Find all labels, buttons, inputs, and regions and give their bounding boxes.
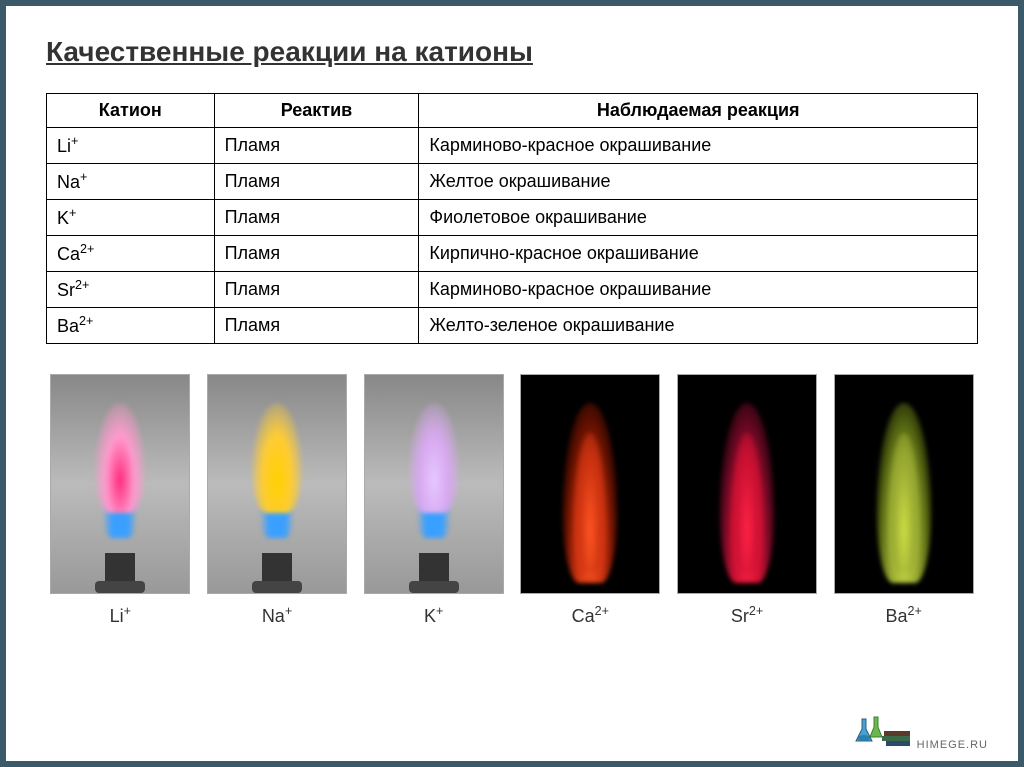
flame-box: K+ — [359, 374, 508, 627]
table-row: Sr2+ Пламя Карминово-красное окрашивание — [47, 272, 978, 308]
cell-reaction: Карминово-красное окрашивание — [419, 128, 978, 164]
cell-cation: Li+ — [47, 128, 215, 164]
col-reaction: Наблюдаемая реакция — [419, 94, 978, 128]
flame-box: Na+ — [203, 374, 352, 627]
cell-reagent: Пламя — [214, 164, 419, 200]
flame-label: Li+ — [110, 604, 131, 627]
col-cation: Катион — [47, 94, 215, 128]
cell-reaction: Желтое окрашивание — [419, 164, 978, 200]
flame-label: K+ — [424, 604, 443, 627]
flame-image — [834, 374, 974, 594]
cell-reaction: Карминово-красное окрашивание — [419, 272, 978, 308]
cell-reagent: Пламя — [214, 308, 419, 344]
flame-box: Li+ — [46, 374, 195, 627]
flame-label: Ba2+ — [886, 604, 922, 627]
cell-reagent: Пламя — [214, 200, 419, 236]
cell-reaction: Фиолетовое окрашивание — [419, 200, 978, 236]
cell-reagent: Пламя — [214, 272, 419, 308]
cell-cation: Ba2+ — [47, 308, 215, 344]
flame-image — [677, 374, 817, 594]
cell-reagent: Пламя — [214, 236, 419, 272]
flask-books-icon — [852, 711, 912, 751]
footer-text: HIMEGE.RU — [917, 739, 988, 751]
flame-image — [520, 374, 660, 594]
table-row: Ba2+ Пламя Желто-зеленое окрашивание — [47, 308, 978, 344]
table-row: Li+ Пламя Карминово-красное окрашивание — [47, 128, 978, 164]
flame-image — [207, 374, 347, 594]
cell-cation: K+ — [47, 200, 215, 236]
flame-box: Sr2+ — [673, 374, 822, 627]
flames-row: Li+ Na+ K+ Ca2+ Sr2+ Ba2+ — [46, 374, 978, 627]
reactions-table: Катион Реактив Наблюдаемая реакция Li+ П… — [46, 93, 978, 344]
table-row: K+ Пламя Фиолетовое окрашивание — [47, 200, 978, 236]
table-row: Na+ Пламя Желтое окрашивание — [47, 164, 978, 200]
flame-label: Sr2+ — [731, 604, 763, 627]
cell-reaction: Желто-зеленое окрашивание — [419, 308, 978, 344]
cell-cation: Na+ — [47, 164, 215, 200]
page-title: Качественные реакции на катионы — [46, 36, 978, 68]
cell-cation: Ca2+ — [47, 236, 215, 272]
cell-cation: Sr2+ — [47, 272, 215, 308]
flame-image — [50, 374, 190, 594]
flame-image — [364, 374, 504, 594]
table-row: Ca2+ Пламя Кирпично-красное окрашивание — [47, 236, 978, 272]
flame-label: Ca2+ — [572, 604, 609, 627]
cell-reaction: Кирпично-красное окрашивание — [419, 236, 978, 272]
col-reagent: Реактив — [214, 94, 419, 128]
cell-reagent: Пламя — [214, 128, 419, 164]
flame-box: Ba2+ — [829, 374, 978, 627]
flame-box: Ca2+ — [516, 374, 665, 627]
flame-label: Na+ — [262, 604, 292, 627]
footer-logo: HIMEGE.RU — [852, 711, 988, 751]
